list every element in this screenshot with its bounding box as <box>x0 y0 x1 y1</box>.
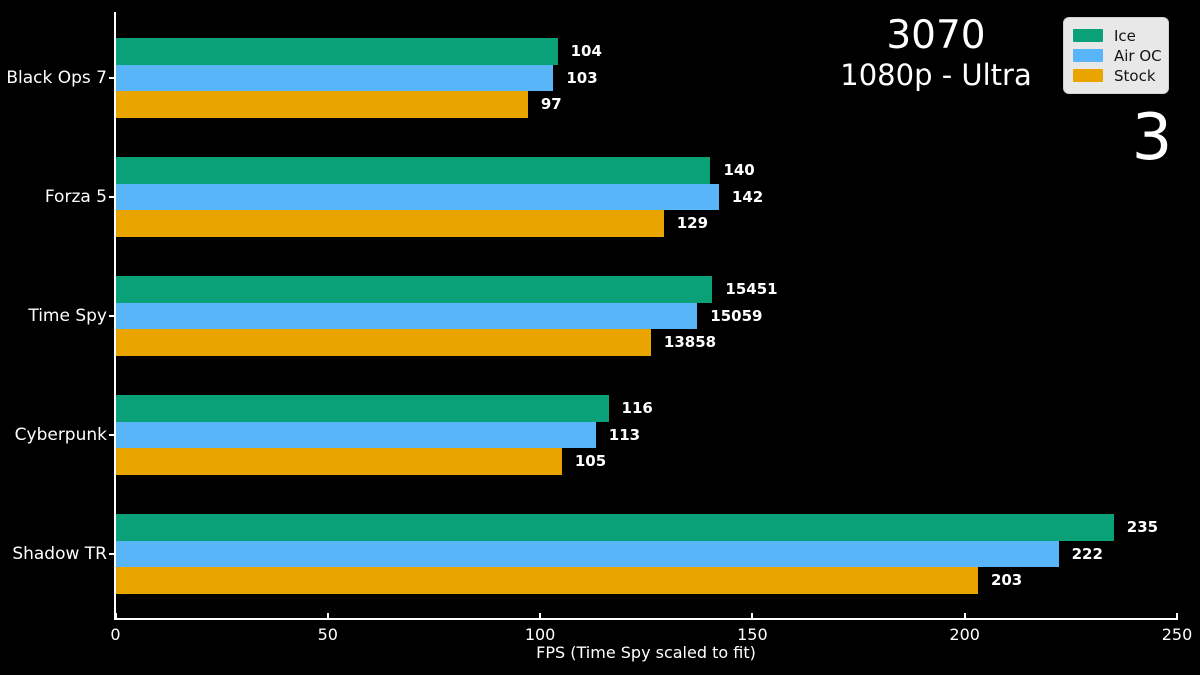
x-tick-mark <box>114 612 117 620</box>
x-tick-mark <box>751 612 754 620</box>
bar-stock <box>116 448 562 475</box>
title-gpu-name: 3070 <box>886 13 986 58</box>
bar-value-label: 113 <box>608 425 641 444</box>
legend-item-stock: Stock <box>1073 66 1162 85</box>
legend-swatch-air-oc <box>1073 49 1103 62</box>
legend-item-ice: Ice <box>1073 26 1162 45</box>
x-tick-label: 100 <box>524 625 556 644</box>
x-axis-label: FPS (Time Spy scaled to fit) <box>536 643 756 662</box>
x-tick-label: 200 <box>949 625 980 644</box>
x-tick-mark <box>539 612 542 620</box>
bar-value-label: 116 <box>621 399 653 418</box>
bar-value-label: 222 <box>1071 544 1103 563</box>
bar-air-oc <box>116 302 698 329</box>
bar-ice <box>116 38 558 65</box>
bar-value-label: 15451 <box>725 280 778 299</box>
y-tick-mark <box>109 314 116 317</box>
x-tick-mark <box>963 612 966 620</box>
bar-value-label: 103 <box>566 68 598 87</box>
y-tick-mark <box>109 552 116 555</box>
bar-value-label: 13858 <box>663 333 717 352</box>
bar-value-label: 203 <box>990 571 1023 590</box>
bar-air-oc <box>116 64 554 91</box>
legend-swatch-stock <box>1073 69 1103 82</box>
y-tick-mark <box>109 76 116 79</box>
x-tick-label: 0 <box>110 625 121 644</box>
chart-title: 3070 1080p - Ultra <box>791 13 1081 93</box>
legend-item-air-oc: Air OC <box>1073 46 1162 65</box>
x-tick-label: 250 <box>1161 625 1193 644</box>
bar-value-label: 105 <box>574 452 607 471</box>
bar-value-label: 142 <box>731 187 764 206</box>
legend-label-stock: Stock <box>1114 66 1156 85</box>
bar-air-oc <box>116 421 596 448</box>
legend-swatch-ice <box>1073 29 1103 42</box>
bar-stock <box>116 567 978 594</box>
bar-ice <box>116 514 1114 541</box>
bar-value-label: 140 <box>723 161 755 180</box>
x-tick-label: 50 <box>317 625 338 644</box>
x-tick-label: 150 <box>737 625 768 644</box>
bar-ice <box>116 395 609 422</box>
x-tick-mark <box>1176 612 1178 620</box>
x-tick-mark <box>326 612 329 620</box>
legend-label-ice: Ice <box>1114 26 1136 45</box>
y-tick-mark <box>109 433 116 436</box>
category-label: Time Spy <box>28 305 107 326</box>
legend-label-air-oc: Air OC <box>1114 46 1162 65</box>
x-axis-line <box>114 618 1178 620</box>
bar-air-oc <box>116 540 1059 567</box>
bar-value-label: 104 <box>570 42 602 61</box>
legend: Ice Air OC Stock <box>1063 17 1169 94</box>
bar-stock <box>116 210 664 237</box>
bar-air-oc <box>116 183 719 210</box>
category-label: Shadow TR <box>12 543 107 564</box>
title-resolution-preset: 1080p - Ultra <box>840 58 1032 92</box>
overlay-run-number: 3 <box>1131 101 1173 175</box>
bar-ice <box>116 276 713 303</box>
bar-value-label: 97 <box>540 95 562 114</box>
category-label: Forza 5 <box>44 186 107 207</box>
bar-value-label: 129 <box>676 214 709 233</box>
bar-stock <box>116 91 528 118</box>
bar-stock <box>116 329 651 356</box>
bar-ice <box>116 157 711 184</box>
bar-value-label: 235 <box>1126 518 1159 537</box>
y-tick-mark <box>109 195 116 198</box>
category-label: Cyberpunk <box>14 424 107 445</box>
category-label: Black Ops 7 <box>6 67 107 88</box>
bar-value-label: 15059 <box>710 306 763 325</box>
